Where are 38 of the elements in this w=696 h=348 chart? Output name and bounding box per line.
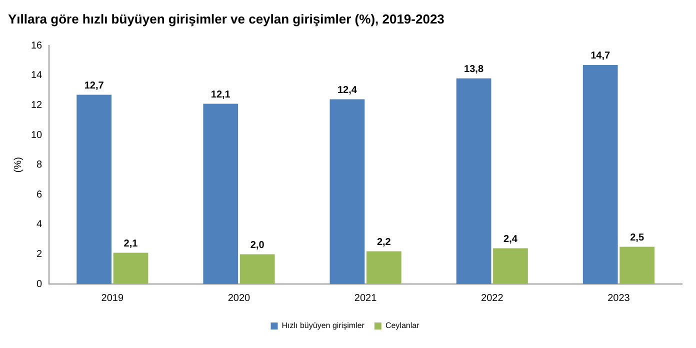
- y-tick-label: 2: [36, 248, 43, 260]
- y-tick-label: 0: [36, 278, 43, 290]
- y-tick-label: 16: [31, 40, 43, 52]
- bar: [240, 254, 275, 284]
- x-tick-label: 2021: [354, 292, 378, 304]
- bar: [493, 248, 528, 284]
- bar: [582, 64, 618, 284]
- data-label: 14,7: [590, 50, 611, 62]
- x-tick-label: 2022: [481, 292, 504, 304]
- data-label: 2,5: [630, 232, 644, 244]
- data-label: 12,1: [210, 89, 231, 100]
- x-tick-label: 2020: [228, 292, 251, 304]
- y-tick-label: 14: [31, 70, 43, 82]
- x-tick-label: 2023: [608, 292, 630, 304]
- bar: [366, 251, 402, 284]
- chart-title: Yıllara göre hızlı büyüyen girişimler ve ceylan girişimler (%), 2019-2023: [8, 11, 444, 26]
- y-tick-label: 10: [31, 130, 43, 141]
- y-axis-title: (%): [12, 157, 24, 173]
- bar: [203, 104, 238, 284]
- bar: [620, 246, 654, 284]
- y-tick-label: 6: [36, 189, 43, 200]
- data-label: 12,7: [84, 80, 104, 92]
- bar: [76, 94, 112, 284]
- data-label: 2,1: [124, 238, 138, 250]
- bar: [456, 78, 492, 284]
- data-label: 2,2: [376, 236, 392, 248]
- legend-label: Hızlı büyüyen girişimler: [282, 321, 365, 330]
- x-tick-label: 2019: [101, 292, 124, 304]
- y-tick-label: 4: [36, 219, 43, 230]
- legend-label: Ceylanlar: [385, 321, 420, 330]
- data-label: 13,8: [464, 64, 484, 76]
- data-label: 2,0: [250, 240, 265, 251]
- y-tick-label: 8: [36, 160, 43, 171]
- data-label: 2,4: [504, 234, 518, 245]
- data-label: 12,4: [337, 84, 358, 96]
- y-tick-label: 12: [31, 100, 43, 111]
- bar: [330, 99, 365, 284]
- bar: [113, 252, 148, 284]
